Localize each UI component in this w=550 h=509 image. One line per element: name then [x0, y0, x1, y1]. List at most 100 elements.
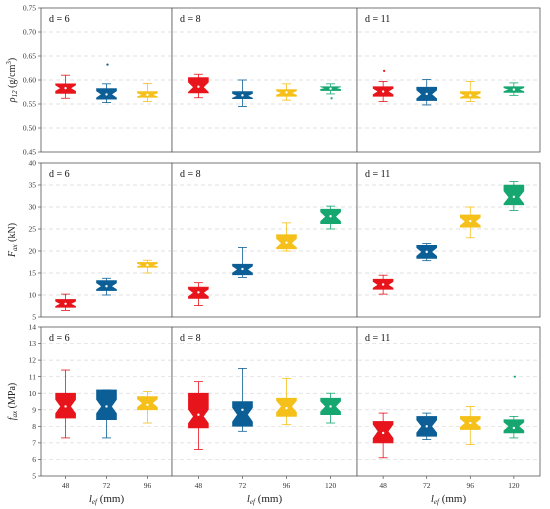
y-axis-label-unit: (kN): [7, 223, 18, 244]
x-axis-label-sub: ef: [92, 498, 98, 506]
box-72: [232, 79, 253, 107]
box-48: [188, 73, 209, 99]
x-axis-label: lef (mm): [89, 493, 125, 506]
box-body: [137, 396, 158, 411]
outlier-point: [106, 63, 109, 66]
x-tick-label: 48: [379, 481, 387, 490]
x-tick-label: 72: [239, 481, 247, 490]
box-120: [503, 82, 525, 96]
box-96: [137, 82, 158, 102]
panel-3-2: d = 8 48 72 96 120 lef (mm): [171, 326, 358, 506]
y-tick-label: 0.65: [23, 52, 36, 61]
mean-marker: [329, 87, 332, 90]
y-tick-label: 20: [29, 247, 37, 256]
y-tick-label: 0.45: [23, 148, 36, 157]
box-120: [503, 181, 525, 211]
y-axis-label-unit: (MPa): [7, 383, 18, 411]
y-tick-label: 8: [32, 422, 36, 431]
y-tick-label: 40: [29, 159, 37, 168]
box-96: [459, 206, 481, 239]
x-tick-label: 120: [508, 481, 520, 490]
box-72: [416, 243, 438, 262]
box-96: [459, 81, 481, 102]
panel-3-3: d = 11 48 72 96 120 lef (mm): [356, 326, 541, 506]
mean-marker: [381, 90, 385, 93]
box-96: [459, 406, 481, 445]
y-tick-label: 14: [29, 323, 37, 332]
y-axis-label-sub: 12: [11, 90, 19, 98]
box-72: [232, 247, 253, 278]
box-48: [188, 381, 209, 450]
box-48: [55, 293, 76, 311]
y-axis-label-main: F: [7, 250, 18, 258]
mean-marker: [197, 291, 200, 294]
panel-1-2: d = 8: [171, 7, 358, 153]
box-body: [188, 77, 209, 94]
mean-marker: [469, 219, 472, 223]
panel-1-1: d = 6: [40, 7, 173, 153]
mean-marker: [512, 195, 516, 199]
mean-marker: [285, 241, 288, 244]
box-72: [416, 79, 438, 106]
x-axis-label-unit: (mm): [97, 493, 125, 505]
mean-marker: [425, 425, 428, 428]
y-tick-label: 5: [32, 472, 36, 481]
panel-label: d = 11: [365, 333, 390, 344]
mean-marker: [197, 85, 200, 88]
x-tick-label: 96: [467, 481, 475, 490]
box-96: [137, 391, 158, 424]
panel-2-3: d = 11: [356, 162, 541, 318]
mean-marker: [64, 405, 67, 408]
mean-marker: [64, 302, 67, 305]
box-body: [188, 392, 209, 429]
mean-marker: [469, 94, 472, 97]
outlier-point: [330, 97, 333, 100]
box-48: [188, 282, 209, 306]
mean-marker: [105, 93, 108, 96]
panel-1-3: d = 11: [356, 7, 541, 153]
chart-row-2: 5 10 15 20 25 30 35 40 Fax (kN) d = 6 d = 8 d = 11: [7, 159, 541, 322]
y-tick-label: 25: [29, 225, 37, 234]
mean-marker: [241, 94, 244, 97]
y-tick-label: 11: [29, 372, 36, 381]
mean-marker: [105, 405, 108, 408]
x-tick-label: 120: [325, 481, 337, 490]
mean-marker: [381, 283, 385, 286]
x-axis-label-main: l: [89, 493, 92, 505]
panel-label: d = 8: [180, 14, 201, 25]
x-tick-label: 72: [103, 481, 111, 490]
x-tick-label: 96: [283, 481, 291, 490]
panel-frame: [356, 326, 541, 477]
box-body: [503, 184, 525, 206]
y-tick-label: 15: [29, 269, 37, 278]
box-body: [232, 401, 253, 427]
panel-label: d = 11: [365, 169, 390, 180]
x-axis-label-unit: (mm): [439, 493, 467, 505]
y-tick-label: 5: [32, 313, 36, 322]
mean-marker: [329, 405, 332, 408]
panel-label: d = 8: [180, 333, 201, 344]
mean-marker: [146, 93, 149, 97]
y-axis-label-sub: ax: [11, 410, 19, 418]
y-tick-label: 10: [29, 389, 37, 398]
box-120: [503, 375, 525, 439]
box-48: [372, 69, 394, 102]
mean-marker: [146, 403, 149, 407]
panel-label: d = 6: [49, 169, 70, 180]
box-48: [372, 412, 394, 459]
x-tick-label: 48: [62, 481, 70, 490]
mean-marker: [512, 426, 516, 430]
box-120: [320, 83, 341, 100]
box-120: [320, 205, 341, 230]
box-48: [55, 369, 76, 439]
mean-marker: [105, 285, 108, 288]
panel-label: d = 11: [365, 14, 390, 25]
y-tick-label: 10: [29, 291, 37, 300]
x-axis-label: lef (mm): [247, 493, 283, 506]
box-72: [96, 63, 117, 103]
mean-marker: [425, 250, 428, 254]
y-tick-label: 12: [29, 356, 37, 365]
